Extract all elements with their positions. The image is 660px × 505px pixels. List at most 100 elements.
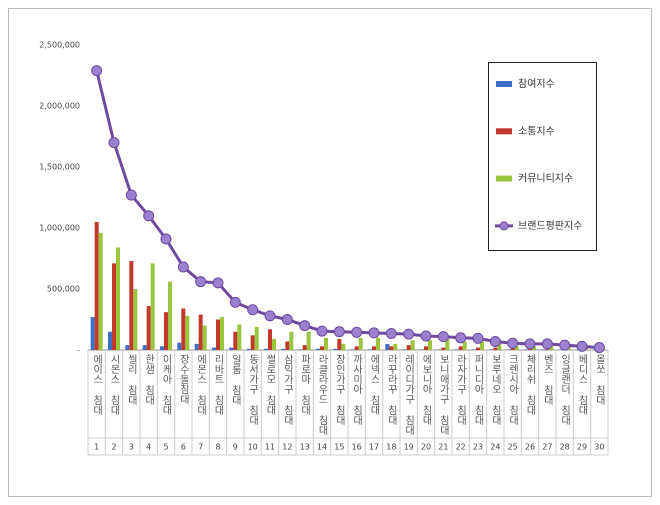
legend-label: 소통지수 xyxy=(518,125,555,137)
category-number: 27 xyxy=(542,443,552,452)
bar xyxy=(333,348,338,350)
category-number: 4 xyxy=(146,443,151,452)
y-tick-label: 500,000 xyxy=(47,285,80,294)
x-tick-label: 체리쉬 침대 xyxy=(524,354,536,416)
marker xyxy=(108,137,120,149)
marker xyxy=(229,296,241,308)
category-number: 23 xyxy=(473,443,483,452)
x-tick-label: 라클라우드 침대 xyxy=(316,354,328,436)
bar xyxy=(532,346,536,350)
bar xyxy=(285,341,290,350)
x-tick-label: 크렌시아 침대 xyxy=(507,354,519,426)
marker xyxy=(524,338,536,350)
x-tick-label: 에몬스 침대 xyxy=(195,354,207,416)
category-number: 30 xyxy=(594,443,604,452)
bar xyxy=(268,329,272,350)
category-number: 17 xyxy=(369,443,379,452)
bar xyxy=(458,346,463,350)
bar xyxy=(254,326,259,350)
bar xyxy=(116,247,120,350)
x-tick-label: 시몬스 침대 xyxy=(108,354,120,416)
x-tick-label: 퍼니디아 침대 xyxy=(472,354,484,426)
marker xyxy=(264,310,276,322)
bar xyxy=(372,346,376,350)
category-number: 3 xyxy=(129,443,134,452)
marker xyxy=(333,326,345,338)
bar xyxy=(250,335,255,350)
marker xyxy=(195,276,207,288)
x-tick-label: 라자가구 침대 xyxy=(455,354,467,426)
marker xyxy=(420,330,432,342)
marker xyxy=(576,340,588,352)
marker xyxy=(212,277,224,289)
x-tick-label: 잉글랜더 침대 xyxy=(559,354,571,426)
category-number: 10 xyxy=(248,443,258,452)
category-number: 11 xyxy=(265,443,275,452)
bar xyxy=(354,346,359,350)
marker xyxy=(541,338,553,350)
marker xyxy=(160,233,172,245)
bar xyxy=(246,348,251,350)
bar xyxy=(142,345,147,350)
legend-box xyxy=(488,62,597,251)
bar xyxy=(160,346,164,350)
category-number: 18 xyxy=(386,443,396,452)
bar xyxy=(98,232,103,350)
bar xyxy=(129,260,134,350)
category-number: 29 xyxy=(577,443,587,452)
bar xyxy=(514,346,519,350)
bar xyxy=(90,317,95,350)
category-number: 15 xyxy=(334,443,344,452)
bar xyxy=(445,339,450,350)
legend-marker xyxy=(499,221,509,231)
bar xyxy=(462,341,467,350)
x-tick-label: 보니애가구 침대 xyxy=(437,354,449,436)
legend-swatch xyxy=(496,128,512,135)
bar xyxy=(185,315,190,350)
bar xyxy=(233,331,238,350)
bar xyxy=(337,339,342,350)
bar xyxy=(320,346,324,350)
category-number: 20 xyxy=(421,443,431,452)
bar xyxy=(146,306,151,350)
bar xyxy=(289,331,294,350)
y-tick-label: 2,000,000 xyxy=(39,102,80,111)
category-number: 2 xyxy=(111,443,116,452)
bar xyxy=(194,343,199,350)
bar xyxy=(212,347,216,350)
marker xyxy=(299,320,311,332)
bar xyxy=(368,349,372,350)
bar xyxy=(424,346,428,350)
x-tick-label: 에넥스 침대 xyxy=(368,354,380,416)
bar xyxy=(168,281,172,350)
bar xyxy=(476,347,480,350)
bar xyxy=(385,343,390,350)
marker xyxy=(143,210,155,222)
bar xyxy=(133,289,138,350)
x-tick-label: 이케아 침대 xyxy=(160,354,172,416)
bar xyxy=(177,342,182,350)
bar xyxy=(454,349,459,350)
bar xyxy=(350,349,355,350)
bar xyxy=(281,348,286,350)
bar xyxy=(272,339,276,350)
bar xyxy=(376,337,380,350)
category-number: 22 xyxy=(456,443,466,452)
marker xyxy=(316,325,328,337)
marker xyxy=(489,335,501,347)
marker xyxy=(177,261,189,273)
bar xyxy=(302,345,307,350)
x-tick-label: 동서가구 침대 xyxy=(247,354,259,426)
marker xyxy=(125,189,137,201)
marker xyxy=(455,332,467,344)
marker xyxy=(472,332,484,344)
y-tick-label: 2,500,000 xyxy=(39,41,80,50)
marker xyxy=(403,328,415,340)
marker xyxy=(247,304,259,316)
category-number: 19 xyxy=(404,443,414,452)
category-number: 24 xyxy=(490,443,500,452)
x-tick-label: 까사미아 침대 xyxy=(351,354,363,426)
bar xyxy=(524,349,528,350)
